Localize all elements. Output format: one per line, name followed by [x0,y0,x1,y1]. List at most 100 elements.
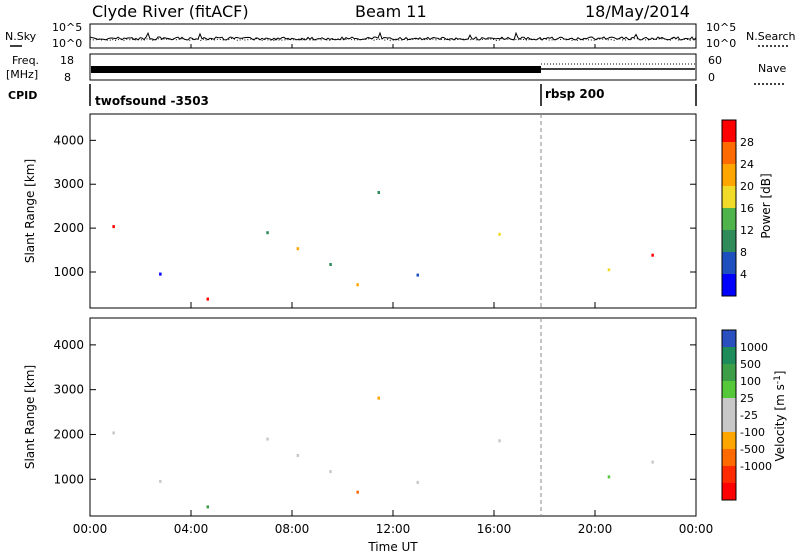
power-ytick-label: 1000 [53,265,84,279]
power-cell [206,297,209,301]
velocity-heatmap [112,396,654,509]
power-cell [377,191,380,194]
noise-left-tick-bottom: 10^0 [52,37,82,50]
xtick-label: 04:00 [174,522,209,536]
velocity-colorbar-tick: -500 [740,443,765,456]
velocity-cell [296,454,300,457]
xtick-label: 08:00 [275,522,310,536]
nsky-trace [89,31,697,41]
velocity-colorbar-tick: -25 [740,409,758,422]
velocity-cell [498,439,501,443]
velocity-colorbar-tick: 100 [740,375,761,388]
velocity-colorbar-label: Velocity [m s-1] [773,371,787,462]
velocity-cell [356,490,359,494]
power-colorbar-swatch [722,120,736,143]
station-title: Clyde River (fitACF) [92,2,249,21]
velocity-ylabel: Slant Range [km] [23,365,37,469]
beam-label: Beam 11 [355,2,427,21]
power-cell [607,268,611,272]
nsearch-label: N.Search [746,30,796,43]
velocity-colorbar-label-sup: -1 [773,375,783,384]
noise-right-tick-bottom: 10^0 [706,37,736,50]
velocity-colorbar-label-main: Velocity [m s [773,384,787,461]
power-colorbar-swatch [722,142,736,165]
velocity-colorbar-swatch [722,347,736,365]
velocity-colorbar-swatch [722,415,736,433]
velocity-colorbar-tick: 500 [740,358,761,371]
noise-left-tick-top: 10^5 [52,21,82,34]
velocity-cell [159,479,162,483]
power-colorbar-swatch [722,252,736,275]
velocity-cell [329,470,332,474]
velocity-ytick-label: 2000 [53,427,84,441]
velocity-colorbar-swatch [722,364,736,382]
power-panel-frame [89,113,697,309]
velocity-colorbar-tick: -1000 [740,460,772,473]
velocity-colorbar-swatch [722,466,736,484]
velocity-cell [607,475,611,479]
power-colorbar-swatch [722,230,736,253]
power-y-axis: 1000 2000 3000 4000 [53,133,696,279]
cpid-label: CPID [8,89,37,102]
velocity-colorbar-swatch [722,432,736,450]
velocity-cell [377,396,380,400]
power-colorbar-tick: 20 [740,180,754,193]
velocity-cell [206,505,209,509]
power-cell [651,253,654,257]
velocity-ytick-label: 1000 [53,472,84,486]
freq-unit-label: [MHz] [6,68,38,81]
velocity-colorbar-swatch [722,449,736,467]
velocity-colorbar-frame [721,329,737,501]
velocity-colorbar-swatch [722,381,736,399]
velocity-ytick-label: 4000 [53,338,84,352]
power-cell [296,247,300,251]
power-colorbar-tick: 8 [740,246,747,259]
power-ytick-label: 4000 [53,133,84,147]
xtick-label: 16:00 [477,522,512,536]
power-colorbar-tick: 12 [740,224,754,237]
velocity-cell [266,437,269,441]
cpid-segment-twofsound: twofsound -3503 [95,94,209,108]
freq-left-tick-bottom: 8 [64,71,71,84]
velocity-colorbar-label-end: ] [773,371,787,376]
power-ytick-label: 3000 [53,177,84,191]
power-colorbar-tick: 4 [740,268,747,281]
power-cell [159,272,162,276]
noise-right-tick-top: 10^5 [706,21,736,34]
velocity-cell [112,431,115,435]
time-xlabel: Time UT [367,540,418,554]
power-colorbar-swatch [722,164,736,187]
freq-right-tick-bottom: 0 [708,71,715,84]
velocity-colorbar-tick: 1000 [740,341,768,354]
nsky-label: N.Sky [5,30,37,43]
power-cell [266,231,269,235]
xtick-label: 12:00 [376,522,411,536]
power-colorbar-tick: 16 [740,202,754,215]
velocity-colorbar-swatch [722,330,736,348]
power-cell [416,273,419,277]
freq-label: Freq. [12,54,39,67]
velocity-colorbar: 1000 500 100 25 -25 -100 -500 -1000 [721,329,772,501]
power-colorbar-label: Power [dB] [759,173,773,238]
power-colorbar-frame [721,119,737,297]
velocity-colorbar-swatch [722,483,736,501]
velocity-colorbar-swatch [722,398,736,416]
freq-left-tick-top: 18 [60,54,74,67]
power-heatmap [112,191,654,301]
velocity-y-axis: 1000 2000 3000 4000 [53,338,696,486]
cpid-segment-rbsp: rbsp 200 [545,87,604,101]
power-cell [498,232,501,236]
velocity-panel-frame [89,317,697,517]
xtick-label: 00:00 [679,522,714,536]
time-x-axis: 00:00 04:00 08:00 12:00 16:00 20:00 00:00 [73,44,714,536]
power-cell [329,263,332,266]
xtick-label: 20:00 [578,522,613,536]
power-cell [356,283,359,287]
power-colorbar-swatch [722,208,736,231]
power-ylabel: Slant Range [km] [23,159,37,263]
power-colorbar-tick: 24 [740,158,754,171]
velocity-cell [416,480,419,484]
velocity-colorbar-tick: -100 [740,426,765,439]
date-label: 18/May/2014 [585,2,690,21]
